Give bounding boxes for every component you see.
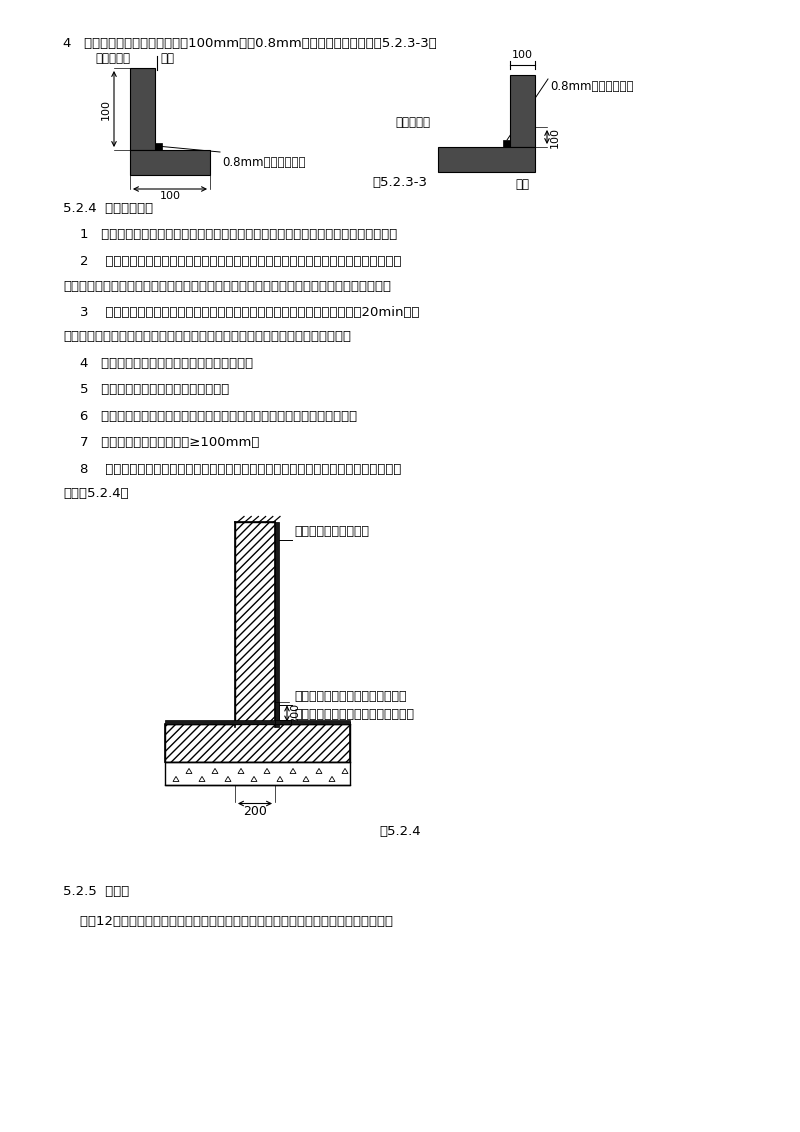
- Text: 100: 100: [159, 191, 181, 201]
- Polygon shape: [329, 777, 335, 781]
- Text: 200: 200: [290, 703, 300, 724]
- Bar: [510, 75, 535, 147]
- Text: 2    不同厂家渗透结晶型防水涂料中的活性化学物质含量不同，应严格按产品说明书提供: 2 不同厂家渗透结晶型防水涂料中的活性化学物质含量不同，应严格按产品说明书提供: [63, 255, 402, 268]
- Polygon shape: [342, 769, 348, 773]
- Bar: [275, 703, 279, 724]
- Polygon shape: [199, 777, 205, 781]
- Text: 地下室底板防水涂膜（或防水卷材）: 地下室底板防水涂膜（或防水卷材）: [294, 709, 414, 721]
- Bar: [155, 143, 162, 151]
- Text: 5.2.4  防水层施工：: 5.2.4 防水层施工：: [63, 201, 153, 215]
- Polygon shape: [251, 777, 257, 781]
- Polygon shape: [303, 777, 309, 781]
- Bar: [130, 151, 210, 175]
- Bar: [275, 523, 279, 728]
- Text: 100: 100: [512, 50, 533, 60]
- Text: 1   按设计规定的涂层厚度，并根据产品说明书来确定材料的单位面积用量和施工遍数。: 1 按设计规定的涂层厚度，并根据产品说明书来确定材料的单位面积用量和施工遍数。: [63, 229, 398, 241]
- Text: 5.2.5  养护：: 5.2.5 养护：: [63, 885, 130, 899]
- Polygon shape: [290, 769, 296, 773]
- Text: 地下室外墙: 地下室外墙: [95, 52, 130, 65]
- Bar: [165, 720, 350, 724]
- Text: 室内: 室内: [515, 178, 530, 191]
- Bar: [165, 763, 350, 786]
- Text: 7   防水涂层施工缝搭接宽度≥100mm。: 7 防水涂层施工缝搭接宽度≥100mm。: [63, 437, 259, 449]
- Text: 图5.2.4: 图5.2.4: [379, 825, 421, 839]
- Text: 图5.2.3-3: 图5.2.3-3: [373, 175, 427, 189]
- Bar: [503, 140, 510, 147]
- Polygon shape: [225, 777, 231, 781]
- Bar: [438, 147, 535, 172]
- Text: 5   多遍涂刷时，应交替改变涂刷方向。: 5 多遍涂刷时，应交替改变涂刷方向。: [63, 384, 230, 396]
- Bar: [165, 724, 350, 763]
- Text: 100: 100: [101, 98, 111, 120]
- Polygon shape: [186, 769, 192, 773]
- Bar: [235, 523, 275, 728]
- Text: 0.8mm厚涂料增强层: 0.8mm厚涂料增强层: [550, 80, 634, 93]
- Polygon shape: [277, 777, 283, 781]
- Polygon shape: [238, 769, 244, 773]
- Bar: [130, 68, 155, 151]
- Text: 4   防水层施工采用刷子涂刷，至少涂刷两遍。: 4 防水层施工采用刷子涂刷，至少涂刷两遍。: [63, 357, 253, 370]
- Text: 200: 200: [243, 806, 267, 818]
- Polygon shape: [264, 769, 270, 773]
- Text: 的配合比控制用水量。配料采用机械搅拌器搅拌，配制好的材料应色泽均匀，无结块、粉团。: 的配合比控制用水量。配料采用机械搅拌器搅拌，配制好的材料应色泽均匀，无结块、粉团…: [63, 280, 391, 292]
- Text: 8    地下室底板与地下室外墙防水层交接处，做一道与底板防水材料相同材料的增强层。: 8 地下室底板与地下室外墙防水层交接处，做一道与底板防水材料相同材料的增强层。: [63, 463, 402, 475]
- Text: 与底板防水层同材料的防水增强层: 与底板防水层同材料的防水增强层: [294, 691, 406, 703]
- Bar: [279, 720, 291, 724]
- Text: 3    控制好每次拌和的材料量，拌制好的防水材料，从加水起计算，材料应在20min内用: 3 控制好每次拌和的材料量，拌制好的防水材料，从加水起计算，材料应在20min内…: [63, 306, 419, 319]
- Text: 水泥基渗透结晶防水层: 水泥基渗透结晶防水层: [294, 525, 369, 539]
- Text: 室内: 室内: [160, 52, 174, 65]
- Text: 100: 100: [550, 127, 560, 147]
- Text: 4   在阴阳角两面用刷子涂刷一道100mm宽、0.8mm厚涂料增强层。（如图5.2.3-3）: 4 在阴阳角两面用刷子涂刷一道100mm宽、0.8mm厚涂料增强层。（如图5.2…: [63, 37, 437, 50]
- Bar: [275, 720, 291, 724]
- Polygon shape: [173, 777, 179, 781]
- Text: 地下室外墙: 地下室外墙: [395, 115, 430, 129]
- Text: 6   每遍涂层施工完成后应按照产品说明书规定的间隔时间进行第二遍作业。: 6 每遍涂层施工完成后应按照产品说明书规定的间隔时间进行第二遍作业。: [63, 410, 357, 423]
- Text: （如图5.2.4）: （如图5.2.4）: [63, 488, 129, 500]
- Polygon shape: [316, 769, 322, 773]
- Polygon shape: [212, 769, 218, 773]
- Text: 0.8mm厚涂料增强层: 0.8mm厚涂料增强层: [222, 156, 306, 169]
- Text: 完。在施工过程中，应不时地搅拌混合物。不得向已经混合好的粉料中另外加水。: 完。在施工过程中，应不时地搅拌混合物。不得向已经混合好的粉料中另外加水。: [63, 331, 351, 343]
- Text: 涂刷12小时涂层终凝后开始养护作业，一般情况下，只需每天在涂刷过水泥基渗透结晶: 涂刷12小时涂层终凝后开始养护作业，一般情况下，只需每天在涂刷过水泥基渗透结晶: [63, 916, 393, 928]
